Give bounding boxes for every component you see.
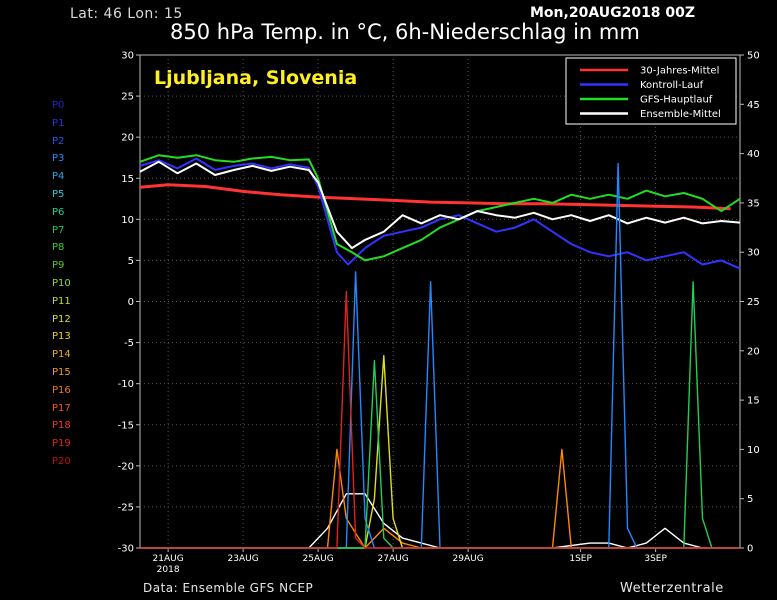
y-left-tick-label: 30 xyxy=(121,51,134,62)
grid-lines xyxy=(140,55,740,548)
member-label-p8: P8 xyxy=(52,242,65,254)
member-label-p4: P4 xyxy=(52,171,65,183)
member-label-p17: P17 xyxy=(52,402,71,414)
chart-title: 850 hPa Temp. in °C, 6h-Niederschlag in … xyxy=(170,20,640,44)
y-axis-right: 0 5 10 15 20 25 30 35 40 45 50 xyxy=(740,51,760,555)
y-right-tick-label: 0 xyxy=(747,544,753,555)
series-line-kontroll-lauf xyxy=(139,157,741,270)
ensemble-member-list: P0 P1 P2 P3 P4 P5 P6 P7 P8 P9 P10 P11 P12 P13 P14 P15 P1… xyxy=(52,97,71,471)
y-right-tick-label: 50 xyxy=(747,51,760,62)
series-line-30-jahres-mittel xyxy=(139,183,731,211)
series-layer xyxy=(139,154,741,549)
x-tick-label: 29AUG xyxy=(453,554,484,564)
series-line-gfs-hauptlauf xyxy=(139,154,741,262)
y-right-tick-label: 30 xyxy=(747,248,760,259)
precip-line-5 xyxy=(140,448,740,549)
y-right-tick-label: 10 xyxy=(747,445,760,456)
location-coordinates: Lat: 46 Lon: 15 xyxy=(70,6,183,22)
y-left-tick-label: -5 xyxy=(124,338,134,349)
y-left-tick-label: -10 xyxy=(118,379,134,390)
member-label-p3: P3 xyxy=(52,153,65,165)
y-left-tick-label: -20 xyxy=(118,461,134,472)
x-tick-label: 2018 xyxy=(157,565,180,575)
precip-line-7 xyxy=(140,162,740,549)
member-label-p5: P5 xyxy=(52,188,65,200)
x-tick-label: 27AUG xyxy=(378,554,409,564)
member-label-p16: P16 xyxy=(52,384,71,396)
legend-entry: 30-Jahres-Mittel xyxy=(640,66,719,77)
legend-entry: Kontroll-Lauf xyxy=(640,80,704,91)
x-tick-label: 21AUG xyxy=(153,554,184,564)
y-right-tick-label: 20 xyxy=(747,346,760,357)
y-left-tick-label: -15 xyxy=(118,420,134,431)
x-tick-label: 25AUG xyxy=(303,554,334,564)
member-label-p14: P14 xyxy=(52,349,71,361)
data-source-label: Data: Ensemble GFS NCEP xyxy=(143,581,314,595)
brand-label: Wetterzentrale xyxy=(620,581,724,596)
y-left-tick-label: -30 xyxy=(118,544,134,555)
legend-entry: Ensemble-Mittel xyxy=(640,109,721,120)
run-datetime: Mon,20AUG2018 00Z xyxy=(530,5,696,21)
member-label-p11: P11 xyxy=(52,295,71,307)
y-left-tick-label: 25 xyxy=(121,92,134,103)
member-label-p6: P6 xyxy=(52,206,65,218)
member-label-p15: P15 xyxy=(52,366,71,378)
location-label: Ljubljana, Slovenia xyxy=(154,67,357,89)
y-left-tick-label: 15 xyxy=(121,174,134,185)
y-right-tick-label: 15 xyxy=(747,396,760,407)
member-label-p13: P13 xyxy=(52,331,71,343)
member-label-p1: P1 xyxy=(52,117,65,129)
y-left-tick-label: -25 xyxy=(118,502,134,513)
y-axis-left: -30 -25 -20 -15 -10 -5 0 5 10 15 20 25 30 xyxy=(118,51,140,555)
member-label-p20: P20 xyxy=(52,455,71,467)
y-left-tick-label: 5 xyxy=(128,256,134,267)
legend-entry: GFS-Hauptlauf xyxy=(640,95,713,106)
member-label-p0: P0 xyxy=(52,100,65,111)
member-label-p19: P19 xyxy=(52,438,71,450)
y-right-tick-label: 5 xyxy=(747,494,753,505)
x-tick-label: 3SEP xyxy=(644,554,667,564)
y-right-tick-label: 40 xyxy=(747,149,760,160)
legend: 30-Jahres-Mittel Kontroll-Lauf GFS-Hauptla… xyxy=(565,57,737,125)
precip-line-9 xyxy=(140,290,740,549)
x-tick-label: 1SEP xyxy=(569,554,592,564)
member-label-p18: P18 xyxy=(52,420,71,432)
member-label-p9: P9 xyxy=(52,260,65,272)
series-line-ensemble-mittel xyxy=(139,160,741,250)
y-left-tick-label: 20 xyxy=(121,133,134,144)
member-label-p2: P2 xyxy=(52,135,65,147)
y-left-tick-label: 0 xyxy=(128,297,134,308)
member-label-p10: P10 xyxy=(52,277,71,289)
y-left-tick-label: 10 xyxy=(121,215,134,226)
y-right-tick-label: 45 xyxy=(747,100,760,111)
member-label-p7: P7 xyxy=(52,224,65,236)
x-tick-label: 23AUG xyxy=(228,554,259,564)
y-right-tick-label: 35 xyxy=(747,198,760,209)
member-label-p12: P12 xyxy=(52,313,71,325)
y-right-tick-label: 25 xyxy=(747,297,760,308)
